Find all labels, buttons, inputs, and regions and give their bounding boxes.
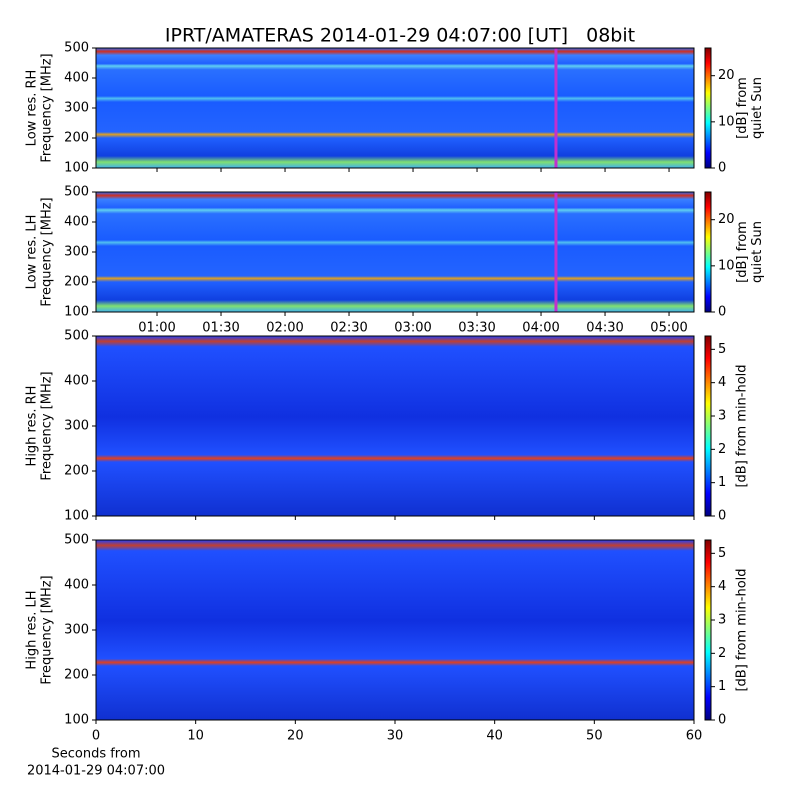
colorbar-tick-label: 1 [718,475,726,490]
x-axis-label: 2014-01-29 04:07:00 [27,764,165,779]
colorbar-label: quiet Sun [750,221,765,283]
x-tick-label: 02:30 [330,321,367,336]
y-tick-label: 500 [64,533,89,548]
y-axis-label: Frequency [MHz] [40,197,55,306]
chart-title: IPRT/AMATERAS 2014-01-29 04:07:00 [UT] 0… [165,25,635,47]
y-axis-label: High res. RH [25,386,40,467]
x-tick-label: 30 [387,729,404,744]
x-axis-label: Seconds from [51,747,140,762]
colorbar-tick-label: 1 [718,679,726,694]
y-axis-label: Frequency [MHz] [40,371,55,480]
colorbar-tick-label: 5 [718,546,726,561]
y-tick-label: 100 [64,305,89,320]
x-tick-label: 50 [586,729,603,744]
y-tick-label: 400 [64,578,89,593]
x-tick-label: 02:00 [266,321,303,336]
colorbar-tick-label: 10 [718,114,735,129]
colorbar-tick-label: 2 [718,442,726,457]
y-axis-label: Frequency [MHz] [40,575,55,684]
y-tick-label: 400 [64,71,89,86]
colorbar [704,335,712,517]
y-tick-label: 400 [64,215,89,230]
spectrogram [96,540,694,720]
colorbar-tick-label: 0 [718,713,726,728]
spectrogram [96,48,694,168]
colorbar-tick-label: 10 [718,258,735,273]
y-tick-label: 500 [64,41,89,56]
colorbar-label: [dB] from [735,77,750,139]
y-tick-label: 500 [64,329,89,344]
colorbar-tick-label: 4 [718,375,726,390]
y-tick-label: 200 [64,275,89,290]
colorbar [704,191,712,313]
x-tick-label: 04:30 [586,321,623,336]
x-tick-label: 60 [686,729,703,744]
colorbar-label: quiet Sun [750,77,765,139]
y-tick-label: 300 [64,245,89,260]
colorbar-tick-label: 2 [718,646,726,661]
y-tick-label: 100 [64,713,89,728]
x-tick-label: 0 [92,729,100,744]
x-tick-label: 04:00 [522,321,559,336]
colorbar-tick-label: 4 [718,579,726,594]
x-tick-label: 01:00 [138,321,175,336]
y-axis-label: Frequency [MHz] [40,53,55,162]
y-axis-label: Low res. LH [25,215,40,290]
y-axis-label: Low res. RH [25,70,40,147]
colorbar-tick-label: 0 [718,305,726,320]
y-tick-label: 300 [64,419,89,434]
y-tick-label: 100 [64,509,89,524]
colorbar-label: [dB] from [735,221,750,283]
colorbar-label: [dB] from min-hold [735,364,750,487]
colorbar-tick-label: 0 [718,509,726,524]
colorbar [704,47,712,169]
x-tick-label: 01:30 [202,321,239,336]
y-tick-label: 500 [64,185,89,200]
x-tick-label: 20 [287,729,304,744]
y-tick-label: 200 [64,668,89,683]
spectrogram [96,192,694,312]
x-tick-label: 10 [187,729,204,744]
x-tick-label: 05:00 [650,321,687,336]
colorbar-tick-label: 5 [718,342,726,357]
x-tick-label: 40 [486,729,503,744]
spectrogram [96,336,694,516]
y-tick-label: 300 [64,623,89,638]
colorbar-tick-label: 3 [718,409,726,424]
x-tick-label: 03:30 [458,321,495,336]
y-tick-label: 200 [64,464,89,479]
y-axis-label: High res. LH [25,590,40,669]
y-tick-label: 100 [64,161,89,176]
y-tick-label: 300 [64,101,89,116]
colorbar [704,539,712,721]
colorbar-tick-label: 20 [718,68,735,83]
colorbar-tick-label: 3 [718,613,726,628]
colorbar-tick-label: 0 [718,161,726,176]
colorbar-label: [dB] from min-hold [735,568,750,691]
x-tick-label: 03:00 [394,321,431,336]
y-tick-label: 400 [64,374,89,389]
colorbar-tick-label: 20 [718,212,735,227]
y-tick-label: 200 [64,131,89,146]
